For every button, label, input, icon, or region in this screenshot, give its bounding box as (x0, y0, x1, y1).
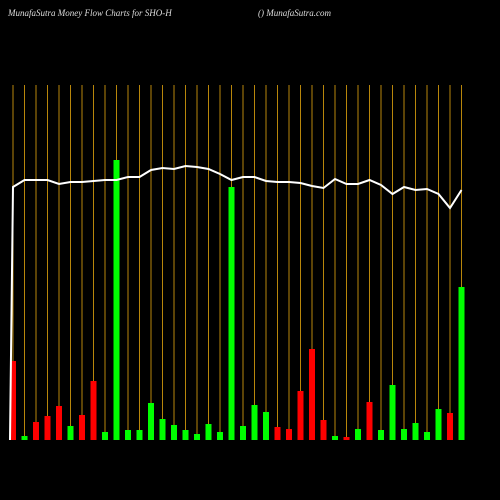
chart-subtitle: () MunafaSutra.com (258, 8, 331, 18)
bar (263, 412, 269, 440)
bar (401, 429, 407, 440)
bar (125, 430, 131, 440)
bar (389, 385, 396, 440)
bar (21, 436, 28, 440)
bar (309, 349, 315, 440)
bar (10, 361, 16, 440)
bar (67, 426, 74, 440)
bar (194, 434, 200, 440)
money-flow-line (9, 164, 463, 441)
bar (171, 425, 177, 440)
bar (412, 423, 419, 440)
bar (102, 432, 108, 440)
bar (56, 406, 62, 440)
bar (205, 424, 212, 440)
bar (343, 437, 350, 440)
bar (355, 429, 361, 440)
bar (136, 430, 143, 440)
bar (447, 413, 453, 440)
bar (33, 422, 39, 440)
bar (251, 405, 258, 440)
bar (228, 187, 235, 440)
bar (297, 391, 304, 440)
bar (44, 416, 51, 440)
bar (378, 430, 384, 440)
chart-title: MunafaSutra Money Flow Charts for SHO-H (7, 8, 172, 18)
bar (424, 432, 430, 440)
bar (79, 415, 85, 440)
bar (217, 432, 223, 440)
bar (148, 403, 154, 440)
bar (286, 429, 292, 440)
bar (320, 420, 327, 440)
bar (332, 436, 338, 440)
bar (113, 160, 120, 440)
bar (182, 430, 189, 440)
bar (274, 427, 281, 440)
bar (240, 426, 246, 440)
bar (458, 287, 465, 440)
bar (90, 381, 97, 440)
bar (366, 402, 373, 440)
bar (435, 409, 442, 440)
bar (159, 419, 166, 440)
